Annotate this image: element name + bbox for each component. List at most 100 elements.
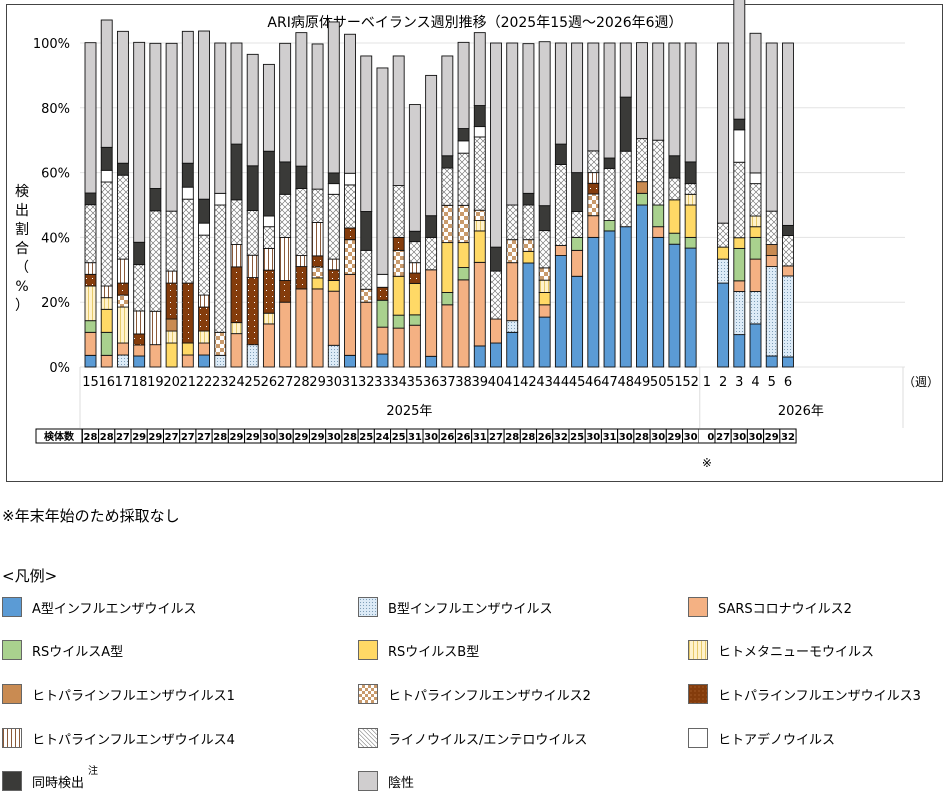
bar-segment-rhino <box>230 199 243 245</box>
legend-label: SARSコロナウイルス2 <box>718 601 852 617</box>
y-tick-label: 20% <box>41 296 70 311</box>
bar-segment-negative <box>311 43 324 190</box>
sample-count-value: 0 <box>707 432 714 443</box>
x-tick-label: 34 <box>390 375 407 390</box>
sample-count-value: 29 <box>230 432 244 443</box>
bar-segment-flu_a <box>490 342 502 368</box>
bar-segment-negative <box>749 32 762 174</box>
sample-count-value: 30 <box>278 432 292 443</box>
bar-week-16 <box>100 19 113 368</box>
bar-week-22 <box>198 30 210 368</box>
bar-segment-sars <box>262 323 275 368</box>
legend-label: 陰性 <box>388 775 415 791</box>
sample-count-value: 28 <box>505 432 519 443</box>
bar-segment-negative <box>587 42 600 152</box>
bar-segment-rsv_b <box>473 230 486 263</box>
bar-segment-piv4 <box>262 247 275 271</box>
year-group-label: 2025年 <box>386 404 432 419</box>
legend-item-flu_a: A型インフルエンザウイルス <box>2 597 197 617</box>
bar-segment-piv2 <box>116 294 129 308</box>
bar-segment-flu_a <box>684 247 697 368</box>
bar-segment-rhino <box>344 184 356 229</box>
bar-segment-negative <box>246 53 259 167</box>
bar-segment-rsv_b <box>165 342 178 368</box>
bar-segment-flu_a <box>652 236 665 368</box>
legend-superscript-note: 注 <box>88 765 99 777</box>
bar-segment-codetect <box>782 224 794 236</box>
bar-segment-sars <box>765 255 778 268</box>
sample-count-value: 31 <box>603 432 617 443</box>
bar-week-50 <box>652 42 665 368</box>
bar-segment-rsv_b <box>100 308 113 333</box>
bar-segment-negative <box>408 104 421 232</box>
x-tick-label: 20 <box>163 375 180 390</box>
bar-segment-hmpv <box>116 306 129 344</box>
sample-count-value: 28 <box>343 432 357 443</box>
sample-count-header: 検体数 <box>44 430 75 443</box>
bar-segment-negative <box>765 42 778 212</box>
legend-swatch-piv2 <box>358 684 378 704</box>
bar-week-6 <box>782 42 794 368</box>
sample-count-value: 28 <box>84 432 98 443</box>
bar-segment-rhino <box>392 185 405 238</box>
sample-count-value: 26 <box>538 432 552 443</box>
bar-segment-rsv_b <box>684 204 697 238</box>
sample-count-value: 29 <box>667 432 681 443</box>
bar-segment-codetect <box>84 192 97 206</box>
x-tick-label: 50 <box>650 375 667 390</box>
bar-segment-negative <box>295 32 308 167</box>
bar-segment-rsv_b <box>522 250 535 264</box>
bar-segment-negative <box>668 42 681 157</box>
bar-segment-negative <box>116 30 129 164</box>
bar-segment-negative <box>571 42 584 174</box>
legend-swatch-flu_b <box>358 597 378 617</box>
bar-segment-rhino <box>733 161 746 239</box>
bar-segment-sars <box>506 262 519 322</box>
bar-week-25 <box>246 53 259 368</box>
bar-segment-codetect <box>733 118 746 131</box>
y-axis-label-char: 検 <box>15 184 29 200</box>
x-tick-label: 45 <box>569 375 586 390</box>
bar-segment-sars <box>100 354 113 368</box>
bar-segment-rhino <box>668 177 681 201</box>
bar-segment-rsv_b <box>311 277 324 290</box>
bar-segment-negative <box>684 42 697 163</box>
bar-segment-hmpv <box>230 322 243 335</box>
bar-segment-sars <box>327 290 340 346</box>
bar-segment-rhino <box>522 204 535 241</box>
bar-segment-sars <box>311 288 324 368</box>
bar-segment-rhino <box>425 236 438 271</box>
x-tick-label: 30 <box>326 375 343 390</box>
x-tick-label: 23 <box>212 375 229 390</box>
bar-segment-rsv_a <box>636 192 648 206</box>
bar-segment-piv4 <box>295 255 308 268</box>
x-tick-label: 36 <box>423 375 440 390</box>
bar-segment-rsv_b <box>538 292 551 306</box>
sample-count-value: 28 <box>521 432 535 443</box>
bar-week-38 <box>457 41 470 368</box>
bar-segment-codetect <box>554 143 567 165</box>
legend-label: B型インフルエンザウイルス <box>388 601 553 617</box>
legend-item-flu_b: B型インフルエンザウイルス <box>358 597 553 617</box>
x-tick-label: 42 <box>520 375 537 390</box>
legend-item-piv4: ヒトパラインフルエンザウイルス4 <box>2 728 235 748</box>
x-tick-label: 27 <box>277 375 294 390</box>
bar-segment-rhino <box>490 270 502 320</box>
bar-segment-piv3 <box>408 272 421 284</box>
bar-segment-rhino <box>360 249 373 290</box>
bar-segment-codetect <box>295 165 308 189</box>
bar-segment-sars <box>473 261 486 347</box>
y-axis-label-char: ） <box>15 298 29 314</box>
bar-segment-rsv_a <box>668 232 681 245</box>
bar-segment-rsv_b <box>668 199 681 234</box>
bar-segment-rhino <box>408 241 421 264</box>
bar-segment-negative <box>538 41 551 207</box>
bar-segment-piv3 <box>392 236 405 251</box>
x-tick-label: 35 <box>407 375 424 390</box>
sample-count-value: 32 <box>554 432 568 443</box>
bar-segment-rhino <box>457 152 470 206</box>
legend-label: ライノウイルス/エンテロウイルス <box>388 732 588 748</box>
bar-segment-negative <box>376 67 389 275</box>
bar-segment-sars <box>279 301 292 368</box>
bar-segment-rsv_a <box>408 314 421 326</box>
